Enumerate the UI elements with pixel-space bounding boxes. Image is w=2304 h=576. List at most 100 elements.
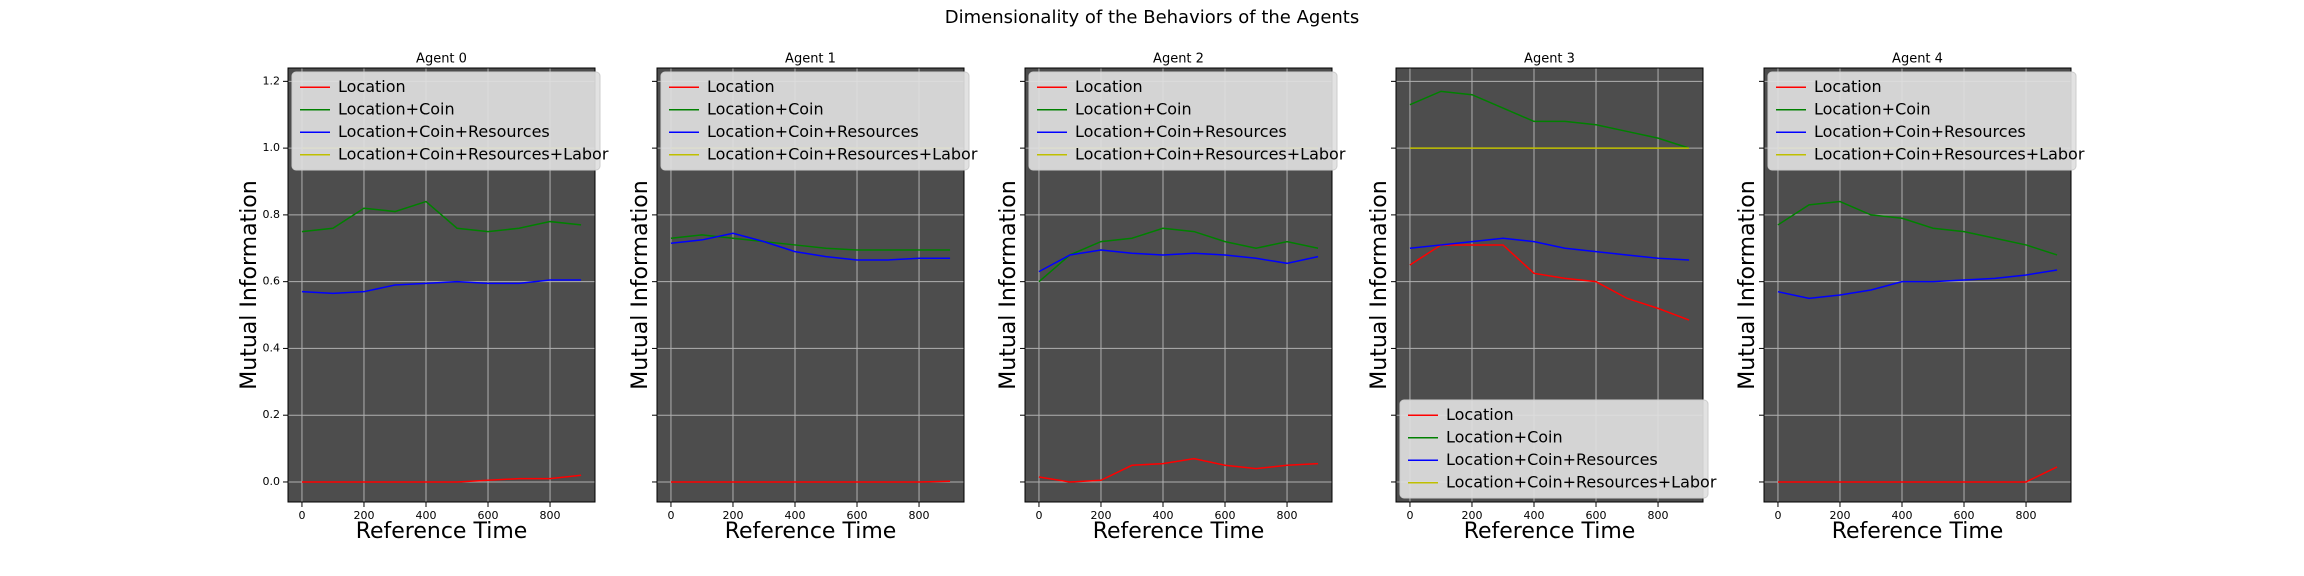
legend-box — [291, 71, 601, 171]
y-tick-label: 0.8 — [263, 208, 281, 221]
series-line — [1038, 227, 1319, 283]
y-tick-label: 0.4 — [263, 341, 281, 354]
subplot: 0 200 400 600 800 Agent 3 Reference Time Mutual… — [1367, 52, 1717, 545]
x-tick-label: 800 — [909, 509, 930, 522]
subplot-title: Agent 2 — [1153, 52, 1204, 67]
legend-label: Location+Coin — [1075, 99, 1192, 118]
legend-label: Location+Coin+Resources+Labor — [1814, 144, 2085, 163]
y-tick-label: 0.6 — [263, 275, 281, 288]
x-tick-label: 800 — [540, 509, 561, 522]
legend: Location Location+Coin Location+Coin+Resou… — [1767, 71, 2085, 171]
series-line — [1409, 237, 1690, 261]
legend-label: Location+Coin+Resources — [338, 122, 550, 141]
subplot-title: Agent 1 — [785, 52, 836, 67]
legend-box — [660, 71, 970, 171]
legend-label: Location+Coin+Resources — [1814, 122, 2026, 141]
x-tick-label: 200 — [722, 509, 743, 522]
x-tick-label: 800 — [1277, 509, 1298, 522]
subplot: 0 200 400 600 800 Agent 2 Reference Time Mutual… — [996, 52, 1346, 545]
x-tick-label: 400 — [1152, 509, 1173, 522]
legend: Location Location+Coin Location+Coin+Resou… — [1028, 71, 1346, 171]
axes-frame — [1763, 67, 2072, 503]
legend: Location Location+Coin Location+Coin+Resou… — [291, 71, 609, 171]
legend-box — [1767, 71, 2077, 171]
x-tick-label: 0 — [1406, 509, 1413, 522]
y-tick-label: 0.2 — [263, 408, 281, 421]
y-tick-label: 0.0 — [263, 475, 281, 488]
y-tick-label: 1.0 — [263, 141, 281, 154]
axes-frame — [1024, 67, 1333, 503]
axes-frame — [656, 67, 965, 503]
x-tick-label: 200 — [353, 509, 374, 522]
x-tick-label: 200 — [1829, 509, 1850, 522]
legend-label: Location+Coin — [1814, 99, 1931, 118]
legend-label: Location — [1075, 77, 1143, 96]
x-tick-label: 400 — [784, 509, 805, 522]
legend-label: Location+Coin — [338, 99, 455, 118]
subplot: 0 200 400 600 800 0.0 0.2 0.4 0.6 0.8 1.0 1.2 Agent … — [237, 52, 609, 545]
legend-label: Location+Coin+Resources — [1075, 122, 1287, 141]
legend-label: Location+Coin+Resources+Labor — [1075, 144, 1346, 163]
subplot-title: Agent 3 — [1524, 52, 1575, 67]
x-tick-label: 0 — [1774, 509, 1781, 522]
x-axis-label: Reference Time — [725, 519, 897, 544]
legend-box — [1399, 399, 1709, 499]
series-line — [1777, 466, 2058, 483]
x-axis-label: Reference Time — [1464, 519, 1636, 544]
series-line — [1409, 244, 1690, 321]
legend-box — [1028, 71, 1338, 171]
legend-label: Location — [707, 77, 775, 96]
legend-label: Location+Coin+Resources — [1446, 450, 1658, 469]
legend-label: Location+Coin+Resources — [707, 122, 919, 141]
x-axis-label: Reference Time — [356, 519, 528, 544]
x-axis-label: Reference Time — [1093, 519, 1265, 544]
series-line — [670, 480, 951, 483]
subplot: 0 200 400 600 800 Agent 1 Reference Time Mutual… — [628, 52, 978, 545]
x-tick-label: 0 — [667, 509, 674, 522]
x-axis-label: Reference Time — [1832, 519, 2004, 544]
x-tick-label: 800 — [1648, 509, 1669, 522]
y-tick-label: 1.2 — [263, 74, 281, 87]
x-tick-label: 200 — [1461, 509, 1482, 522]
legend-label: Location+Coin — [1446, 427, 1563, 446]
legend: Location Location+Coin Location+Coin+Resou… — [1399, 399, 1717, 499]
axes-frame — [1395, 67, 1704, 503]
x-tick-label: 600 — [847, 509, 868, 522]
x-tick-label: 200 — [1090, 509, 1111, 522]
y-axis-label: Mutual Information — [1735, 180, 1760, 389]
figure-title: Dimensionality of the Behaviors of the A… — [945, 7, 1360, 28]
x-tick-label: 600 — [1954, 509, 1975, 522]
x-tick-label: 400 — [1891, 509, 1912, 522]
series-line — [301, 474, 582, 483]
subplot: 0 200 400 600 800 Agent 4 Reference Time Mutual… — [1735, 52, 2085, 545]
series-line — [301, 200, 582, 233]
axes-frame — [287, 67, 596, 503]
y-axis-label: Mutual Information — [996, 180, 1021, 389]
series-line — [1777, 200, 2058, 256]
series-line — [1409, 90, 1690, 149]
x-tick-label: 600 — [478, 509, 499, 522]
legend: Location Location+Coin Location+Coin+Resou… — [660, 71, 978, 171]
y-axis-label: Mutual Information — [628, 180, 653, 389]
x-tick-label: 800 — [2016, 509, 2037, 522]
x-tick-label: 0 — [1035, 509, 1042, 522]
legend-label: Location — [1814, 77, 1882, 96]
series-line — [1038, 249, 1319, 273]
legend-label: Location+Coin+Resources+Labor — [707, 144, 978, 163]
legend-label: Location — [338, 77, 406, 96]
y-axis-label: Mutual Information — [1367, 180, 1392, 389]
x-tick-label: 400 — [1523, 509, 1544, 522]
x-tick-label: 400 — [415, 509, 436, 522]
x-tick-label: 600 — [1215, 509, 1236, 522]
subplot-title: Agent 0 — [416, 52, 467, 67]
y-axis-label: Mutual Information — [237, 180, 262, 389]
legend-label: Location+Coin+Resources+Labor — [1446, 472, 1717, 491]
series-line — [301, 279, 582, 295]
subplot-title: Agent 4 — [1892, 52, 1943, 67]
series-line — [1777, 269, 2058, 300]
legend-label: Location+Coin — [707, 99, 824, 118]
legend-label: Location — [1446, 405, 1514, 424]
legend-label: Location+Coin+Resources+Labor — [338, 144, 609, 163]
